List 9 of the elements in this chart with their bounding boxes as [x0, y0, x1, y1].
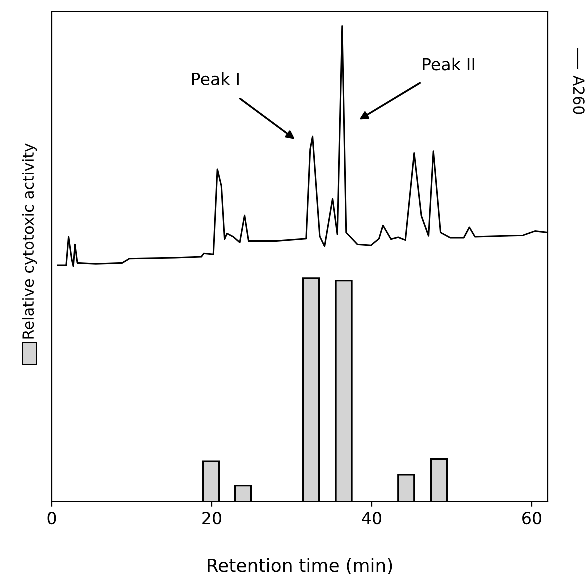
x-tick-label: 60 — [522, 512, 542, 525]
x-axis-title: Retention time (min) — [208, 558, 392, 575]
x-tick-label: 0 — [48, 512, 56, 525]
x-tick-label: 40 — [362, 512, 382, 525]
y-axis-title: Relative cytotoxic activity — [22, 144, 38, 339]
text: A260 — [573, 76, 585, 114]
x-tick-label: 20 — [202, 512, 222, 525]
annotation: Peak I — [192, 72, 239, 86]
annotation: Peak II — [423, 58, 475, 71]
